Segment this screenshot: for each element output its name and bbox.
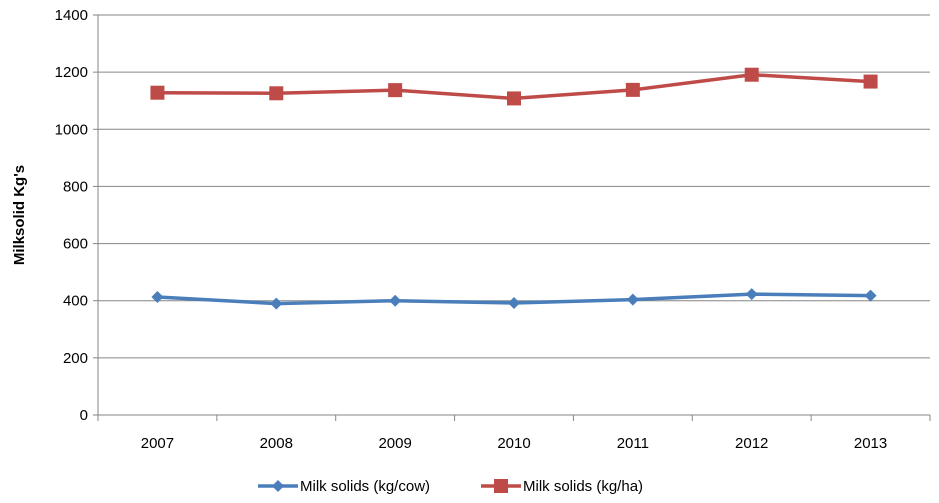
x-tick-label: 2012	[735, 435, 768, 452]
y-tick-label: 1200	[55, 64, 88, 81]
y-axis-title: Milksolid Kg's	[11, 165, 28, 265]
legend-item: Milk solids (kg/ha)	[481, 478, 643, 495]
data-point	[388, 83, 403, 98]
y-tick-label: 1000	[55, 121, 88, 138]
data-point	[270, 297, 283, 310]
legend-swatch-marker	[272, 480, 284, 492]
legend-label: Milk solids (kg/ha)	[523, 478, 643, 495]
axes	[93, 14, 931, 421]
series-1	[151, 288, 877, 310]
series	[150, 67, 878, 310]
y-tick-label: 800	[63, 178, 88, 195]
legend-item: Milk solids (kg/cow)	[258, 478, 430, 495]
data-point	[507, 91, 521, 106]
data-point	[269, 86, 284, 101]
y-tick-labels: 0 200 400 600 800 1000 1200 1400	[55, 7, 88, 424]
data-point	[625, 82, 640, 97]
legend: Milk solids (kg/cow) Milk solids (kg/ha)	[258, 478, 643, 495]
legend-label: Milk solids (kg/cow)	[300, 478, 430, 495]
data-point	[150, 85, 165, 100]
x-tick-label: 2013	[854, 435, 887, 452]
y-tick-label: 400	[63, 293, 88, 310]
legend-swatch-marker	[494, 479, 508, 493]
data-point	[626, 293, 639, 306]
y-tick-label: 600	[63, 236, 88, 253]
x-tick-label: 2011	[617, 435, 649, 452]
data-point	[863, 74, 878, 89]
x-tick-label: 2008	[260, 435, 293, 452]
x-tick-labels: 2007 2008 2009 2010 2011 2012 2013	[141, 435, 888, 452]
data-point	[744, 67, 759, 82]
y-tick-label: 1400	[55, 7, 88, 24]
data-point	[151, 291, 164, 303]
y-tick-label: 0	[80, 407, 88, 424]
data-point	[508, 297, 520, 309]
series-2	[150, 67, 878, 106]
x-tick-label: 2009	[378, 435, 411, 452]
x-tick-label: 2007	[141, 435, 174, 452]
data-point	[745, 288, 758, 301]
x-tick-label: 2010	[497, 435, 530, 452]
data-point	[389, 294, 402, 307]
y-tick-label: 200	[63, 350, 88, 367]
data-point	[864, 289, 877, 302]
